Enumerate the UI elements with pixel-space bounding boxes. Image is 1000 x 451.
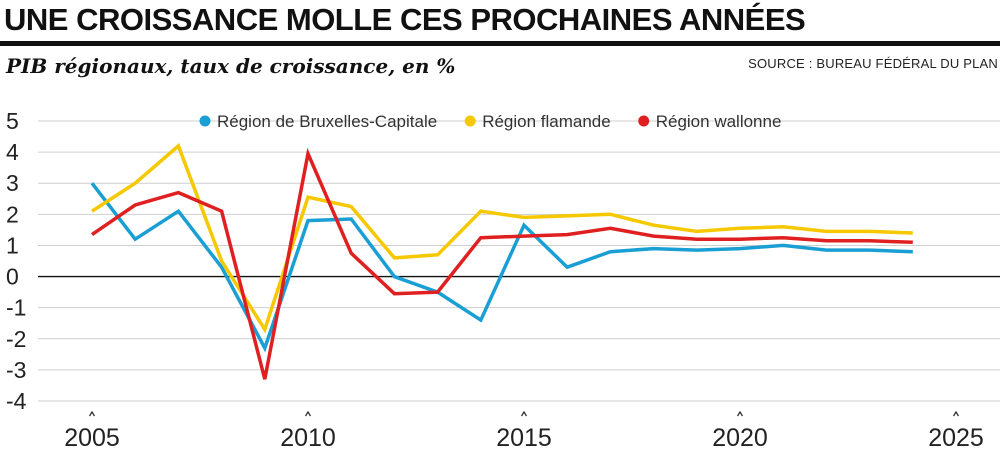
title-rule (0, 41, 1000, 46)
x-tick-label: 2025 (928, 424, 984, 451)
legend-marker (638, 115, 650, 127)
x-tick-mark (88, 410, 96, 417)
series-line (91, 147, 913, 380)
x-tick-label: 2005 (64, 424, 120, 451)
y-tick-label: -3 (6, 357, 26, 383)
x-tick-mark (520, 410, 528, 417)
series-line (90, 182, 913, 353)
x-tick-mark (736, 410, 744, 417)
y-tick-label: 5 (6, 108, 19, 134)
x-tick-mark (304, 410, 312, 417)
chart-subtitle: PIB régionaux, taux de croissance, en % (6, 54, 456, 78)
legend-marker (464, 115, 476, 127)
x-tick-label: 2020 (712, 424, 768, 451)
y-tick-label: -2 (6, 326, 26, 352)
legend-marker (199, 115, 211, 127)
y-tick-label: 1 (6, 232, 19, 258)
x-tick-label: 2010 (280, 424, 336, 451)
y-tick-label: 3 (6, 170, 19, 196)
series-line (91, 142, 913, 334)
y-tick-label: 4 (6, 139, 19, 165)
source-note: SOURCE : BUREAU FÉDÉRAL DU PLAN (748, 56, 998, 71)
y-tick-label: -4 (6, 388, 27, 414)
x-tick-label: 2015 (496, 424, 552, 451)
chart-title: UNE CROISSANCE MOLLE CES PROCHAINES ANNÉ… (4, 2, 806, 37)
y-tick-label: 0 (6, 264, 19, 290)
y-tick-label: -1 (6, 295, 26, 321)
x-tick-mark (952, 410, 960, 417)
line-chart: 5 4 3 2 1 0 -1 -2 -3 -4 2005 2010 2015 2020 2025 Région… (6, 108, 1000, 451)
y-tick-label: 2 (6, 201, 19, 227)
legend-label: Région wallonne (656, 112, 782, 131)
legend-label: Région de Bruxelles-Capitale (217, 112, 437, 131)
legend-label: Région flamande (482, 112, 611, 131)
